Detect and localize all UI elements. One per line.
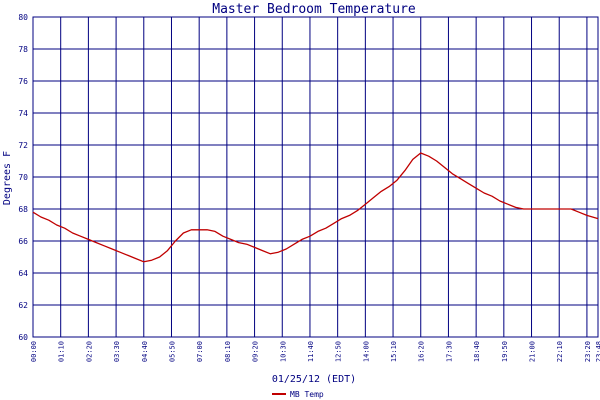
x-tick-label: 23:20: [584, 341, 592, 362]
y-tick-label: 76: [18, 77, 28, 86]
x-tick-label: 14:00: [362, 341, 370, 362]
x-tick-label: 09:20: [252, 341, 260, 362]
y-tick-label: 64: [18, 269, 28, 278]
y-tick-label: 70: [18, 173, 28, 182]
x-tick-label: 21:00: [529, 341, 537, 362]
y-tick-label: 78: [18, 45, 28, 54]
y-tick-label: 72: [18, 141, 28, 150]
x-tick-label: 19:50: [501, 341, 509, 362]
legend-label-mb-temp: MB Temp: [290, 390, 324, 399]
x-tick-label: 12:50: [335, 341, 343, 362]
y-tick-label: 62: [18, 301, 28, 310]
y-tick-label: 80: [18, 13, 28, 22]
x-tick-label: 00:00: [30, 341, 38, 362]
x-tick-label: 03:30: [113, 341, 121, 362]
x-tick-label: 05:50: [168, 341, 176, 362]
x-tick-label: 04:40: [141, 341, 149, 362]
x-tick-label: 18:40: [473, 341, 481, 362]
y-tick-label: 68: [18, 205, 28, 214]
tick-labels: 60 62 64 66 68 70 72 74 76 78 80 00:00 01:10 02:20 03:…: [18, 13, 600, 362]
series-line-mb-temp: [32, 152, 599, 263]
x-tick-label: 01:10: [58, 341, 66, 362]
chart-title: Master Bedroom Temperature: [212, 2, 416, 17]
x-tick-label: 16:20: [418, 341, 426, 362]
x-tick-label: 10:30: [279, 341, 287, 362]
y-tick-label: 60: [18, 333, 28, 342]
x-tick-label: 15:10: [390, 341, 398, 362]
y-tick-label: 74: [18, 109, 28, 118]
x-tick-label: 17:30: [445, 341, 453, 362]
x-tick-label: 07:00: [196, 341, 204, 362]
y-tick-label: 66: [18, 237, 28, 246]
x-tick-label: 23:48: [595, 341, 600, 362]
x-tick-label: 08:10: [224, 341, 232, 362]
grid-lines: [32, 16, 599, 338]
x-axis-label: 01/25/12 (EDT): [272, 374, 356, 385]
x-tick-label: 02:20: [85, 341, 93, 362]
y-axis-label: Degrees F: [2, 151, 13, 205]
series-layer: [32, 152, 599, 263]
x-tick-label: 11:40: [307, 341, 315, 362]
x-tick-label: 22:10: [556, 341, 564, 362]
legend: MB Temp: [272, 390, 324, 399]
